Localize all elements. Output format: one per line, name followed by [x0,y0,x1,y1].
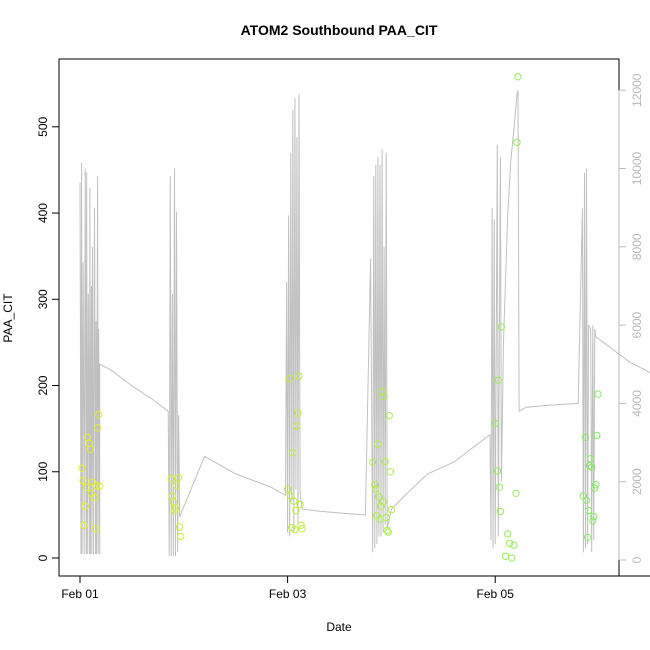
data-point [293,422,301,430]
data-point [582,496,591,504]
data-point [95,411,103,419]
data-point [381,457,389,466]
data-point [90,493,99,502]
data-point [588,463,596,472]
points-layer [78,73,602,562]
data-point [594,390,602,398]
data-point [86,445,95,453]
data-point [377,502,385,510]
data-point [294,409,302,417]
data-point [497,323,506,331]
data-point [371,481,379,489]
data-point [80,521,88,529]
x-tick-label: Feb 05 [477,587,515,601]
data-point [286,374,294,383]
data-point [291,525,299,534]
right-axis-line-layer [79,90,650,557]
data-point [167,475,176,483]
data-point [374,440,382,448]
data-point [174,474,183,482]
right-y-axis: 0 2000 4000 6000 8000 10000 12000 [618,73,644,563]
data-point [93,424,102,432]
data-point [283,485,292,493]
data-point [372,485,380,493]
right-tick-label: 4000 [630,390,644,417]
data-point [385,412,393,420]
y-tick-label: 200 [36,375,50,395]
data-point [494,376,502,384]
y-axis-label: PAA_CIT [1,293,15,343]
data-point [172,481,181,490]
right-tick-label: 2000 [630,468,644,495]
x-axis-label: Date [326,620,352,634]
data-point [369,458,377,466]
data-point [491,419,499,428]
data-point [583,533,592,541]
right-tick-label: 8000 [630,233,644,260]
chart-title: ATOM2 Southbound PAA_CIT [241,22,438,38]
data-point [78,464,86,472]
data-point [81,502,89,510]
right-tick-label: 0 [630,556,644,563]
data-point [591,484,599,492]
data-point [592,481,600,489]
y-tick-label: 300 [36,289,50,309]
data-point [504,530,512,538]
data-point [96,482,104,491]
y-tick-label: 400 [36,203,50,223]
data-point [175,523,184,531]
data-point [581,433,590,441]
data-point [177,532,185,541]
data-point [496,507,505,516]
y-tick-label: 0 [36,554,50,561]
data-point [171,504,180,512]
data-point [289,449,297,457]
data-point [495,483,504,491]
data-point [295,372,303,380]
y-axis: 0 100 200 300 400 500 [36,116,60,561]
data-point [508,554,516,562]
data-point [584,506,593,515]
data-point [296,500,304,509]
x-tick-label: Feb 01 [61,587,99,601]
data-point [386,468,395,476]
data-point [506,539,514,547]
data-point [379,498,387,506]
data-point [387,506,396,514]
data-point [593,431,601,440]
data-point [378,387,386,396]
right-axis-series-line [79,90,650,557]
data-point [375,493,383,501]
data-point [590,512,598,521]
data-point [384,528,392,536]
y-tick-label: 100 [36,461,50,481]
data-point [79,476,87,485]
data-point [383,526,391,535]
right-tick-label: 10000 [630,151,644,185]
data-point [513,138,521,147]
data-point [297,521,305,529]
data-point [92,481,101,490]
data-point [292,506,300,515]
data-point [514,73,522,81]
right-tick-label: 12000 [630,73,644,107]
right-tick-label: 6000 [630,311,644,338]
data-point [587,455,595,463]
data-point [82,483,90,491]
data-point [493,467,501,475]
data-point [589,517,597,525]
data-point [91,525,100,533]
data-point [512,489,520,497]
data-point [298,525,306,533]
data-point [290,497,298,505]
x-tick-label: Feb 03 [269,587,307,601]
data-point [380,393,388,401]
data-point [586,462,594,470]
data-point [510,541,518,549]
y-tick-label: 500 [36,116,50,136]
data-point [382,513,390,522]
